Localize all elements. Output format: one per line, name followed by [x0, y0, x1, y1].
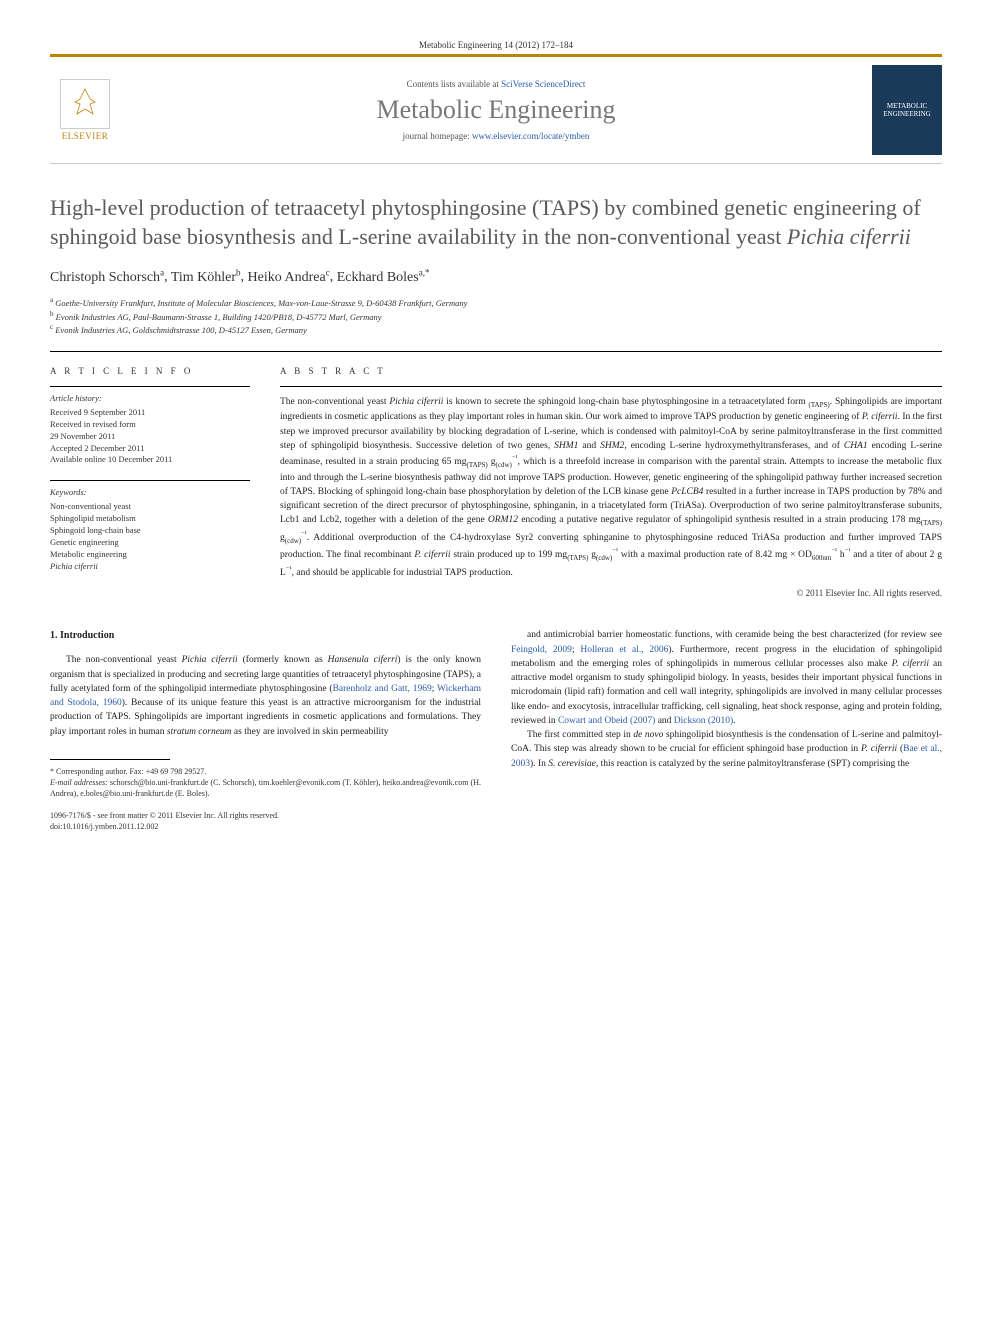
- abstract-label: A B S T R A C T: [280, 366, 942, 376]
- sciencedirect-link[interactable]: SciVerse ScienceDirect: [501, 79, 585, 89]
- author: Eckhard Bolesa,*: [337, 270, 430, 285]
- journal-cover-thumbnail: METABOLIC ENGINEERING: [872, 65, 942, 155]
- keywords-label: Keywords:: [50, 487, 250, 499]
- issn-line: 1096-7176/$ - see front matter © 2011 El…: [50, 811, 481, 821]
- article-history: Article history: Received 9 September 20…: [50, 386, 250, 466]
- history-line: Received 9 September 2011: [50, 407, 250, 419]
- keyword: Non-conventional yeast: [50, 501, 250, 513]
- citation-link[interactable]: Feingold, 2009: [511, 645, 572, 655]
- intro-heading: 1. Introduction: [50, 628, 481, 643]
- footnotes: * Corresponding author. Fax: +49 69 798 …: [50, 766, 481, 800]
- elsevier-name: ELSEVIER: [62, 131, 109, 141]
- abstract-text: The non-conventional yeast Pichia ciferr…: [280, 386, 942, 580]
- keyword: Metabolic engineering: [50, 549, 250, 561]
- citation-link[interactable]: Cowart and Obeid (2007): [558, 716, 655, 726]
- article-info-label: A R T I C L E I N F O: [50, 366, 250, 376]
- contents-line: Contents lists available at SciVerse Sci…: [120, 79, 872, 89]
- keyword: Sphingolipid metabolism: [50, 513, 250, 525]
- title-species: Pichia ciferrii: [787, 224, 911, 249]
- author: Heiko Andreac: [248, 270, 330, 285]
- body-column-right: and antimicrobial barrier homeostatic fu…: [511, 628, 942, 832]
- homepage-prefix: journal homepage:: [403, 131, 472, 141]
- citation: Metabolic Engineering 14 (2012) 172–184: [50, 40, 942, 50]
- email-addresses: E-mail addresses: schorsch@bio.uni-frank…: [50, 777, 481, 799]
- contents-prefix: Contents lists available at: [407, 79, 501, 89]
- affiliation: b Evonik Industries AG, Paul-Baumann-Str…: [50, 310, 942, 324]
- cover-text: METABOLIC ENGINEERING: [876, 102, 938, 118]
- author: Tim Köhlerb: [171, 270, 241, 285]
- authors-list: Christoph Schorscha, Tim Köhlerb, Heiko …: [50, 267, 942, 286]
- keyword: Sphingoid long-chain base: [50, 525, 250, 537]
- emails-text: schorsch@bio.uni-frankfurt.de (C. Schors…: [50, 778, 481, 798]
- citation-link[interactable]: Barenholz and Gatt, 1969: [333, 684, 432, 694]
- journal-header: ELSEVIER Contents lists available at Sci…: [50, 54, 942, 164]
- keyword: Pichia ciferrii: [50, 561, 250, 573]
- body-column-left: 1. Introduction The non-conventional yea…: [50, 628, 481, 832]
- doi-line: doi:10.1016/j.ymben.2011.12.002: [50, 822, 481, 832]
- journal-name: Metabolic Engineering: [120, 95, 872, 125]
- homepage-link[interactable]: www.elsevier.com/locate/ymben: [472, 131, 589, 141]
- history-label: Article history:: [50, 393, 250, 405]
- keyword: Genetic engineering: [50, 537, 250, 549]
- affiliations: a Goethe-University Frankfurt, Institute…: [50, 296, 942, 337]
- article-title: High-level production of tetraacetyl phy…: [50, 194, 942, 251]
- affiliation: a Goethe-University Frankfurt, Institute…: [50, 296, 942, 310]
- homepage-line: journal homepage: www.elsevier.com/locat…: [120, 131, 872, 141]
- keywords: Keywords: Non-conventional yeastSphingol…: [50, 480, 250, 572]
- elsevier-logo: ELSEVIER: [50, 75, 120, 145]
- emails-label: E-mail addresses:: [50, 778, 108, 787]
- intro-paragraph-2: and antimicrobial barrier homeostatic fu…: [511, 628, 942, 728]
- author: Christoph Schorscha: [50, 270, 164, 285]
- footnote-separator: [50, 759, 170, 760]
- intro-paragraph-3: The first committed step in de novo sphi…: [511, 728, 942, 771]
- citation-link[interactable]: Dickson (2010): [674, 716, 733, 726]
- corresponding-author: * Corresponding author. Fax: +49 69 798 …: [50, 766, 481, 777]
- affiliation: c Evonik Industries AG, Goldschmidtstras…: [50, 323, 942, 337]
- abstract-copyright: © 2011 Elsevier Inc. All rights reserved…: [280, 588, 942, 598]
- elsevier-tree-icon: [60, 79, 110, 129]
- history-line: Available online 10 December 2011: [50, 454, 250, 466]
- history-line: Received in revised form: [50, 419, 250, 431]
- intro-paragraph-1: The non-conventional yeast Pichia ciferr…: [50, 653, 481, 739]
- bottom-info: 1096-7176/$ - see front matter © 2011 El…: [50, 811, 481, 832]
- citation-link[interactable]: Holleran et al., 2006: [580, 645, 668, 655]
- history-line: 29 November 2011: [50, 431, 250, 443]
- history-line: Accepted 2 December 2011: [50, 443, 250, 455]
